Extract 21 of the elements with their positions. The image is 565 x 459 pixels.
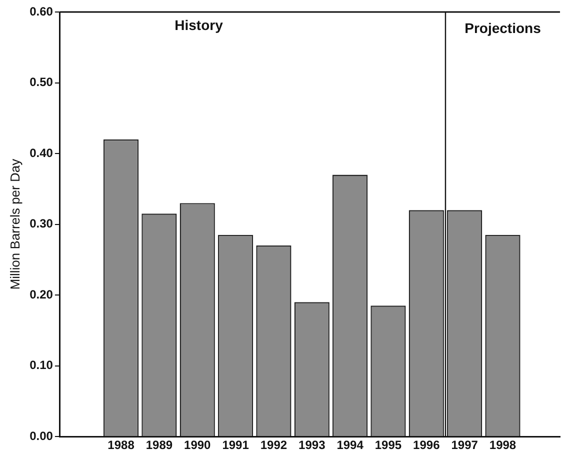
x-tick-label: 1990	[184, 438, 212, 452]
y-tick-label: 0.10	[30, 358, 54, 372]
x-tick-label: 1991	[222, 438, 250, 452]
x-tick-label: 1995	[374, 438, 402, 452]
y-axis-title: Million Barrels per Day	[7, 158, 22, 290]
x-tick-label: 1989	[146, 438, 173, 452]
y-tick-label: 0.30	[30, 216, 54, 231]
x-tick-label: 1996	[413, 438, 440, 452]
x-tick-label: 1988	[108, 438, 135, 452]
y-tick-label: 0.20	[30, 287, 54, 302]
y-tick-label: 0.00	[30, 428, 54, 443]
x-tick-label: 1998	[489, 438, 516, 452]
annotation: Projections	[464, 20, 542, 36]
y-tick-label: 0.60	[30, 4, 54, 18]
y-tick-label: 0.50	[30, 75, 54, 90]
y-tick-label: 0.40	[30, 146, 54, 160]
x-tick-label: 1994	[336, 438, 364, 452]
annotation: History	[174, 16, 224, 33]
x-tick-label: 1993	[298, 438, 326, 452]
x-tick-label: 1992	[260, 438, 288, 452]
x-tick-label: 1997	[451, 438, 478, 452]
